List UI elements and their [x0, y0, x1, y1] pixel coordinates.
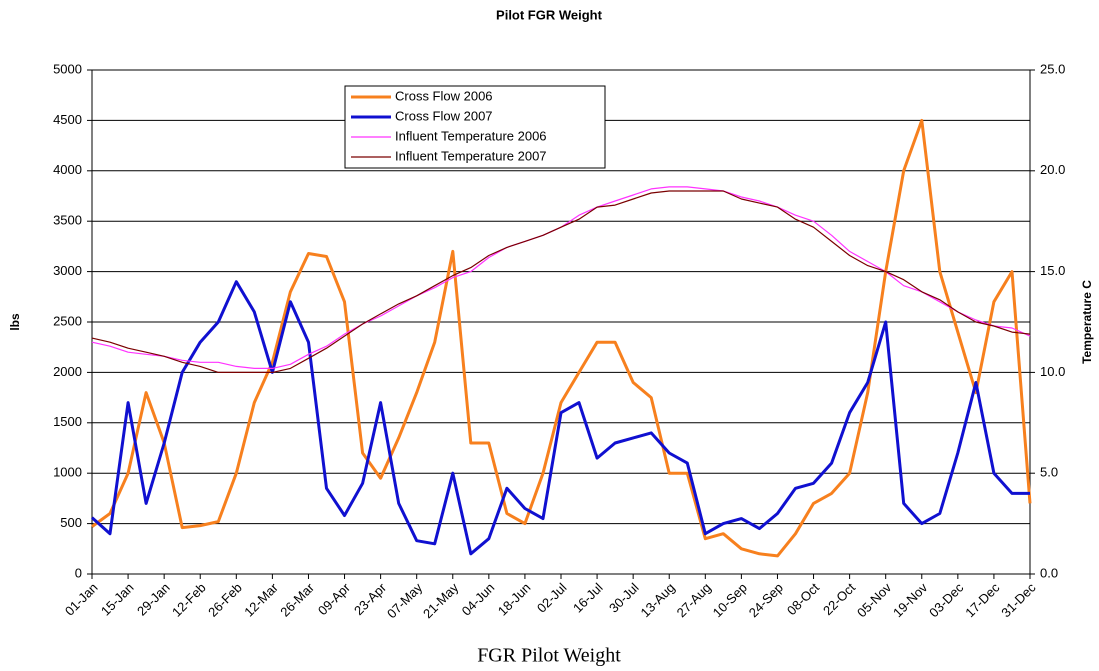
y-axis-label: lbs	[8, 313, 22, 331]
x-tick-label: 02-Jul	[534, 580, 570, 616]
x-tick-label: 07-May	[384, 580, 426, 622]
y-tick-label: 1000	[53, 465, 82, 480]
x-tick-label: 03-Dec	[926, 580, 967, 621]
y2-tick-label: 25.0	[1040, 61, 1065, 76]
x-tick-label: 09-Apr	[315, 579, 354, 618]
legend-label: Cross Flow 2007	[395, 108, 493, 123]
y-tick-label: 0	[75, 565, 82, 580]
x-tick-label: 08-Oct	[784, 580, 822, 618]
x-tick-label: 31-Dec	[998, 580, 1039, 621]
x-tick-label: 01-Jan	[62, 580, 101, 619]
y-tick-label: 4000	[53, 162, 82, 177]
legend-label: Cross Flow 2006	[395, 88, 493, 103]
x-tick-label: 12-Mar	[241, 579, 281, 619]
y2-tick-label: 5.0	[1040, 465, 1058, 480]
y2-tick-label: 0.0	[1040, 565, 1058, 580]
y-tick-label: 4500	[53, 112, 82, 127]
y-tick-label: 2000	[53, 364, 82, 379]
x-tick-label: 24-Sep	[746, 580, 786, 620]
x-tick-label: 30-Jul	[606, 580, 642, 616]
x-tick-label: 13-Aug	[638, 580, 678, 620]
x-tick-label: 22-Oct	[820, 580, 858, 618]
y-tick-label: 1500	[53, 414, 82, 429]
x-tick-label: 26-Feb	[205, 580, 245, 620]
x-tick-label: 23-Apr	[351, 579, 390, 618]
y2-tick-label: 20.0	[1040, 162, 1065, 177]
series-line	[90, 280, 1030, 556]
legend-box	[344, 85, 606, 169]
y2-tick-label: 10.0	[1040, 364, 1065, 379]
legend-label: Influent Temperature 2007	[395, 148, 547, 163]
y-tick-label: 5000	[53, 61, 82, 76]
x-tick-label: 27-Aug	[674, 580, 714, 620]
series-line	[91, 186, 1031, 369]
x-tick-label: 21-May	[420, 580, 462, 622]
y-tick-label: 500	[60, 515, 82, 530]
x-tick-label: 18-Jun	[495, 580, 534, 619]
y-tick-label: 3500	[53, 213, 82, 228]
series-line	[91, 190, 1031, 373]
x-tick-label: 16-Jul	[570, 580, 606, 616]
x-tick-label: 05-Nov	[854, 580, 895, 621]
x-tick-label: 26-Mar	[277, 579, 317, 619]
x-tick-label: 15-Jan	[98, 580, 137, 619]
x-tick-label: 19-Nov	[890, 580, 931, 621]
legend-label: Influent Temperature 2006	[395, 128, 547, 143]
x-tick-label: 17-Dec	[962, 580, 1003, 621]
y-tick-label: 3000	[53, 263, 82, 278]
x-tick-label: 10-Sep	[710, 580, 750, 620]
chart-title: Pilot FGR Weight	[496, 7, 603, 22]
x-tick-label: 12-Feb	[169, 580, 209, 620]
y2-axis-label: Temperature C	[1080, 280, 1094, 364]
x-axis-label: FGR Pilot Weight	[477, 645, 621, 667]
y-tick-label: 2500	[53, 313, 82, 328]
x-tick-label: 04-Jun	[459, 580, 498, 619]
x-tick-label: 29-Jan	[134, 580, 173, 619]
series-line	[91, 118, 1032, 558]
y2-tick-label: 15.0	[1040, 263, 1065, 278]
